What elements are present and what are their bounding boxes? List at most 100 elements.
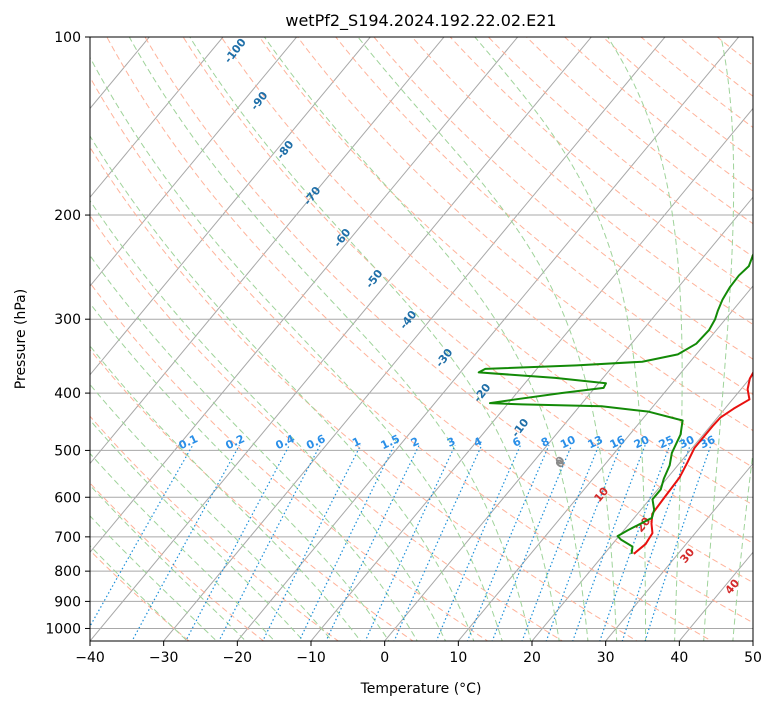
mixing-ratio-line (621, 445, 691, 641)
x-tick-label: −30 (149, 650, 179, 666)
chart-title: wetPf2_S194.2024.192.22.02.E21 (285, 11, 556, 31)
x-axis: −40 −30 −20 −10 0 10 20 30 40 50 (75, 641, 762, 666)
y-tick-label: 800 (54, 564, 81, 580)
y-tick-label: 700 (54, 530, 81, 546)
moist-adiabats (90, 37, 753, 641)
dewpoint-profile-line (477, 229, 753, 555)
x-tick-label: −20 (223, 650, 253, 666)
dry-adiabat-line (90, 76, 713, 641)
dry-adiabat-line (759, 10, 775, 653)
y-tick-label: 300 (54, 312, 81, 328)
y-tick-label: 500 (54, 443, 81, 459)
isotherm-line (90, 37, 298, 287)
dry-adiabat-line (182, 37, 753, 544)
dry-adiabat-line (90, 214, 564, 641)
dry-adiabat-line (449, 37, 753, 291)
mixing-ratio-label: 25 (657, 433, 676, 451)
moist-adiabat-line (732, 448, 753, 641)
x-tick-label: 10 (449, 650, 467, 666)
y-tick-label: 1000 (45, 621, 81, 637)
moist-adiabat-line (703, 37, 735, 641)
moist-adiabat-line (90, 419, 305, 641)
mixing-ratio-line (298, 444, 395, 641)
moist-adiabat-line (90, 135, 475, 641)
x-tick-label: 30 (597, 650, 615, 666)
moist-adiabat-line (607, 37, 683, 641)
isotherm-line (90, 37, 445, 465)
mixing-ratio-label: 16 (608, 433, 628, 451)
mixing-ratio-line (262, 444, 362, 641)
x-tick-label: 20 (523, 650, 541, 666)
x-tick-label: −40 (75, 650, 105, 666)
mixing-ratio-line (599, 445, 671, 641)
y-tick-label: 200 (54, 208, 81, 224)
x-tick-label: 0 (380, 650, 389, 666)
mixing-ratio-label: 13 (586, 433, 605, 451)
dry-adiabat-line (90, 415, 340, 641)
dry-adiabat-line (106, 37, 753, 624)
dry-adiabat-line (411, 37, 753, 326)
x-tick-label: 40 (670, 650, 688, 666)
moist-adiabat-line (474, 37, 647, 641)
mixing-ratio-line (435, 444, 522, 641)
moist-adiabat-line (90, 484, 247, 641)
temperature-profile-line (633, 370, 753, 555)
plot-area-background (90, 37, 753, 641)
dry-adiabat-line (90, 482, 265, 641)
dry-adiabat-line (90, 282, 489, 641)
isotherm-line (90, 37, 592, 641)
moist-adiabat-line (90, 545, 188, 641)
dry-adiabat-line (258, 37, 753, 468)
mixing-ratio-line (572, 445, 646, 641)
y-tick-label: 600 (54, 490, 81, 506)
mixing-ratio-line (545, 445, 622, 641)
isotherm-line (90, 37, 519, 554)
x-axis-title: Temperature (°C) (360, 681, 482, 697)
isotherm-line (90, 37, 224, 199)
dry-adiabat-line (144, 37, 753, 584)
dry-adiabat-line (90, 146, 638, 641)
moist-adiabat-line (264, 37, 589, 641)
moist-adiabat-line (90, 515, 218, 641)
moist-adiabat-line (128, 37, 532, 641)
y-axis: 100 200 300 400 500 600 700 800 900 1000 (45, 30, 90, 637)
mixing-ratio-line (185, 444, 290, 641)
moist-adiabat-line (90, 302, 390, 641)
dry-adiabat-line (335, 37, 753, 396)
y-tick-label: 100 (54, 30, 81, 46)
moist-adiabat-line (90, 452, 276, 641)
plot-frame (89, 36, 754, 642)
mixing-ratio-line (131, 444, 240, 641)
isotherm-line (605, 462, 753, 641)
moist-adiabat-line (357, 37, 618, 641)
mixing-ratio-line (466, 444, 550, 641)
dry-adiabats (90, 10, 775, 653)
moist-adiabat-line (90, 199, 447, 641)
plot-background (90, 37, 753, 641)
y-tick-label: 400 (54, 386, 81, 402)
mixing-ratio-label: 10 (558, 433, 578, 451)
dry-adiabat-line (220, 37, 753, 506)
mixing-ratio-line (521, 445, 600, 641)
mixing-ratio-label: 20 (632, 433, 652, 451)
moist-adiabat-line (90, 345, 362, 641)
isotherm-line (236, 37, 740, 641)
moist-adiabat-line (90, 56, 503, 641)
isotherm-line (384, 196, 753, 641)
y-axis-title: Pressure (hPa) (13, 289, 29, 389)
isotherm-line (90, 37, 371, 376)
sounding-profiles (477, 229, 753, 555)
mixing-ratio-line (325, 444, 420, 641)
mixing-ratio-lines (90, 444, 712, 641)
isotherm-line (310, 107, 753, 641)
x-tick-label: −10 (296, 650, 326, 666)
moist-adiabat-line (189, 37, 560, 641)
y-tick-label: 900 (54, 594, 81, 610)
dry-adiabat-line (90, 348, 414, 641)
moist-adiabat-line (90, 383, 333, 641)
x-tick-label: 50 (744, 650, 762, 666)
moist-adiabat-line (90, 254, 418, 641)
isotherm-line (457, 285, 753, 641)
mixing-ratio-label: 30 (677, 433, 697, 451)
